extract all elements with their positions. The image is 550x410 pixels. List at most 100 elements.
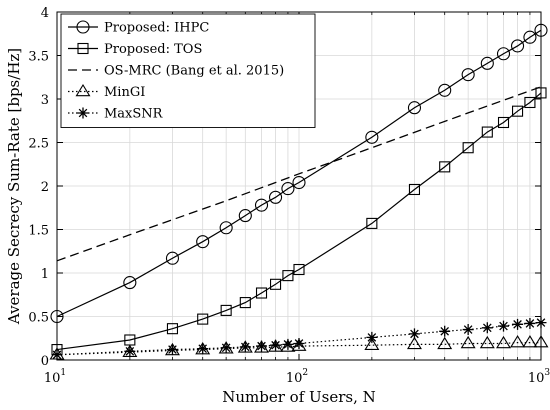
x-tick-label: 101: [44, 368, 66, 386]
series-line: [56, 29, 542, 318]
y-tick-label: 1.5: [28, 224, 49, 239]
data-point: [512, 318, 524, 330]
data-point: [366, 331, 378, 343]
y-tick-label: 3.5: [28, 50, 49, 65]
x-tick-label: 102: [286, 368, 308, 386]
data-point: [365, 130, 379, 144]
legend-label: OS-MRC (Bang et al. 2015): [104, 64, 284, 79]
data-point: [510, 39, 525, 53]
data-point: [77, 42, 89, 55]
y-tick-label: 3: [41, 93, 49, 108]
data-point: [220, 342, 232, 354]
data-point: [461, 68, 475, 82]
y-tick-label: 4: [41, 6, 49, 21]
y-tick-label: 0: [41, 354, 49, 369]
data-point: [255, 287, 268, 299]
data-point: [438, 83, 452, 97]
legend-entry: Proposed: TOS: [68, 42, 202, 57]
data-point: [281, 182, 295, 196]
series-os-mrc-bang-et-al-2015: [56, 86, 542, 262]
data-point: [524, 96, 536, 109]
data-point: [366, 217, 378, 229]
data-point: [407, 101, 422, 115]
data-point: [165, 251, 180, 265]
data-point: [406, 336, 422, 350]
y-tick-label: 2: [41, 180, 49, 195]
data-point: [124, 345, 136, 357]
data-point: [220, 304, 232, 316]
data-point: [219, 221, 233, 235]
data-point: [479, 335, 495, 349]
data-point: [196, 235, 210, 249]
axis-ticks: [56, 11, 542, 361]
data-point: [238, 209, 252, 223]
x-tick-label: 103: [528, 368, 550, 386]
data-point: [123, 276, 137, 290]
data-point: [239, 297, 251, 309]
data-point: [481, 126, 493, 138]
data-point: [282, 270, 294, 282]
series-line: [56, 92, 542, 351]
data-point: [292, 175, 306, 190]
data-point: [166, 323, 179, 335]
data-point: [76, 20, 90, 34]
data-point: [254, 198, 269, 212]
legend-label: MinGI: [104, 85, 145, 100]
data-point: [498, 320, 510, 332]
data-point: [75, 83, 91, 97]
legend-entry: OS-MRC (Bang et al. 2015): [68, 64, 284, 79]
data-point: [462, 142, 474, 154]
data-point: [197, 343, 209, 355]
x-axis-label: Number of Users, N: [222, 388, 376, 406]
axis-tick-labels: 101 102 103 0 0.5 1 1.5 2 2.5 3 3.5 4: [28, 6, 550, 386]
data-point: [439, 325, 451, 337]
data-point: [524, 317, 536, 329]
data-point: [256, 340, 268, 352]
data-point: [437, 336, 453, 350]
data-point: [197, 313, 209, 325]
data-point: [364, 337, 380, 350]
y-tick-label: 2.5: [28, 137, 49, 152]
data-point: [497, 116, 510, 129]
series-proposed-tos: [51, 87, 547, 356]
data-point: [269, 278, 282, 290]
data-point: [282, 338, 294, 350]
data-point: [522, 335, 538, 348]
legend-label: Proposed: TOS: [104, 42, 202, 57]
legend: Proposed: IHPC Proposed: TOS OS-MRC (Bang …: [60, 13, 316, 128]
data-point: [293, 337, 305, 349]
legend-label: Proposed: IHPC: [104, 21, 209, 36]
legend-box: [60, 13, 316, 128]
data-point: [460, 335, 476, 349]
data-point: [510, 335, 526, 348]
data-point: [291, 338, 307, 351]
data-point: [270, 339, 282, 351]
plot-series: [49, 23, 549, 361]
data-point: [280, 339, 296, 352]
legend-entry: MaxSNR: [68, 107, 164, 122]
data-point: [523, 30, 537, 44]
data-point: [496, 47, 511, 61]
data-point: [293, 263, 305, 276]
y-tick-label: 1: [41, 267, 49, 282]
series-maxsnr: [51, 317, 547, 361]
y-axis-label: Average Secrecy Sum-Rate [bps/Hz]: [5, 48, 23, 325]
legend-label: MaxSNR: [104, 107, 164, 122]
data-point: [239, 341, 251, 353]
data-point: [408, 328, 420, 340]
data-point: [496, 335, 511, 349]
data-point: [408, 183, 421, 196]
data-point: [439, 161, 451, 173]
data-point: [462, 324, 474, 336]
series-proposed-ihpc: [50, 23, 548, 324]
data-point: [268, 190, 283, 204]
series-line: [56, 86, 542, 262]
data-point: [166, 344, 178, 356]
data-point: [77, 107, 89, 119]
legend-entry: Proposed: IHPC: [68, 20, 209, 36]
data-point: [480, 56, 494, 70]
data-point: [481, 322, 493, 334]
legend-entry: MinGI: [68, 83, 145, 100]
data-point: [511, 105, 524, 117]
